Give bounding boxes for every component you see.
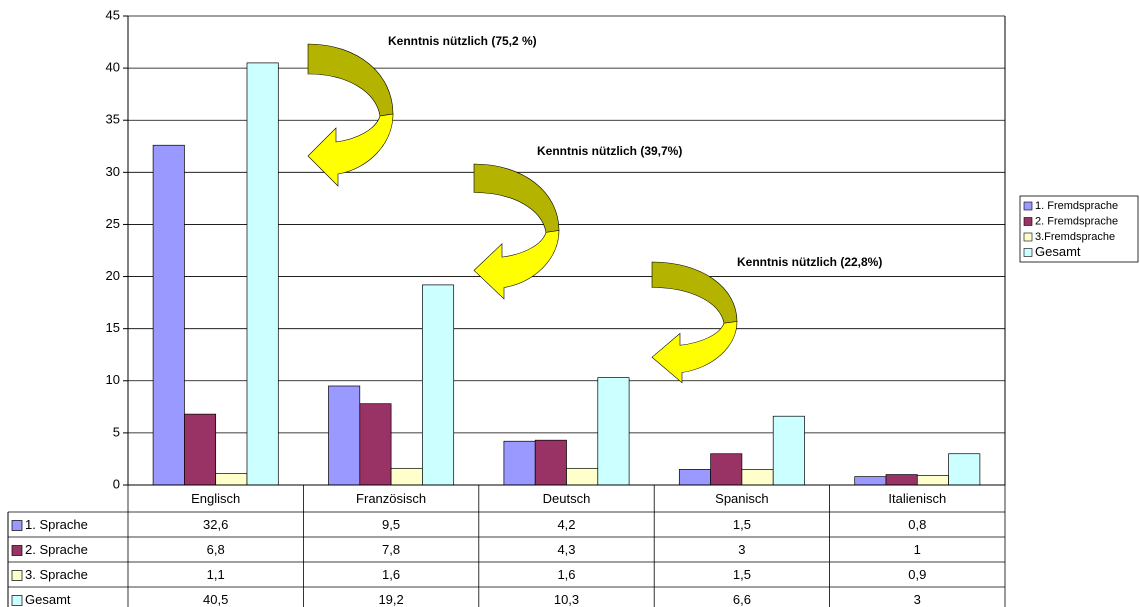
x-tick-label: Deutsch xyxy=(543,491,591,506)
y-tick-label: 15 xyxy=(106,320,120,335)
table-cell: 1,5 xyxy=(733,567,751,582)
bar xyxy=(566,467,599,486)
legend-label: 2. Fremdsprache xyxy=(1035,215,1118,227)
table-cell: 1,6 xyxy=(382,567,400,582)
legend-key xyxy=(1023,217,1033,226)
bar xyxy=(916,475,949,486)
table-cell: 4,2 xyxy=(557,517,575,532)
y-tick-label: 30 xyxy=(106,164,120,179)
bar xyxy=(597,377,630,486)
table-cell: 1 xyxy=(914,542,921,557)
bar xyxy=(328,385,361,486)
x-tick-label: Spanisch xyxy=(715,491,768,506)
table-cell: 1,1 xyxy=(207,567,225,582)
bar xyxy=(885,474,918,486)
table-cell: 32,6 xyxy=(203,517,228,532)
legend-label: 3.Fremdsprache xyxy=(1035,231,1115,243)
row-label: 1. Sprache xyxy=(25,517,88,532)
bar xyxy=(422,284,455,486)
table-cell: 0,8 xyxy=(908,517,926,532)
bar xyxy=(678,469,711,486)
bar xyxy=(503,440,536,486)
y-tick-label: 40 xyxy=(106,60,120,75)
legend-key xyxy=(1023,248,1033,257)
row-label: Gesamt xyxy=(25,592,71,607)
table-cell: 3 xyxy=(914,592,921,607)
y-tick-label: 25 xyxy=(106,216,120,231)
x-tick-label: Französisch xyxy=(356,491,426,506)
legend-key xyxy=(1023,201,1033,211)
y-tick-label: 45 xyxy=(106,7,120,22)
legend-key xyxy=(1023,232,1033,242)
legend-box xyxy=(1019,195,1139,263)
legend-key xyxy=(11,520,23,531)
arrow xyxy=(307,43,394,187)
annotation: Kenntnis nützlich (75,2 %) xyxy=(388,34,537,48)
bar xyxy=(741,469,774,486)
table-cell: 40,5 xyxy=(203,592,228,607)
bar xyxy=(854,476,887,486)
legend-label: Gesamt xyxy=(1035,244,1081,259)
bar xyxy=(152,144,185,486)
y-tick-label: 5 xyxy=(113,424,120,439)
legend-key xyxy=(11,570,23,581)
arrow xyxy=(473,163,560,300)
table-cell: 4,3 xyxy=(557,542,575,557)
y-tick-label: 20 xyxy=(106,268,120,283)
arrow xyxy=(651,261,738,384)
table-cell: 3 xyxy=(738,542,745,557)
row-label: 2. Sprache xyxy=(25,542,88,557)
bar xyxy=(184,413,217,486)
table-cell: 1,5 xyxy=(733,517,751,532)
table-cell: 1,6 xyxy=(557,567,575,582)
annotation: Kenntnis nützlich (22,8%) xyxy=(737,255,882,269)
bar xyxy=(246,62,279,486)
row-label: 3. Sprache xyxy=(25,567,88,582)
legend-key xyxy=(11,545,23,556)
table-cell: 10,3 xyxy=(554,592,579,607)
table-cell: 9,5 xyxy=(382,517,400,532)
x-tick-label: Englisch xyxy=(191,491,240,506)
y-tick-label: 35 xyxy=(106,112,120,127)
y-tick-label: 10 xyxy=(106,372,120,387)
legend-key xyxy=(11,595,23,606)
table-cell: 6,6 xyxy=(733,592,751,607)
x-tick-label: Italienisch xyxy=(888,491,946,506)
y-tick-label: 0 xyxy=(113,476,120,491)
bar xyxy=(390,467,423,486)
table-cell: 0,9 xyxy=(908,567,926,582)
legend-label: 1. Fremdsprache xyxy=(1035,200,1118,212)
bar xyxy=(710,453,743,486)
bar xyxy=(948,453,981,486)
table-cell: 7,8 xyxy=(382,542,400,557)
bar xyxy=(534,439,567,486)
bar xyxy=(772,415,805,486)
table-cell: 6,8 xyxy=(207,542,225,557)
bar xyxy=(359,403,392,486)
table-cell: 19,2 xyxy=(378,592,403,607)
annotation: Kenntnis nützlich (39,7%) xyxy=(537,144,682,158)
bar xyxy=(215,473,248,486)
